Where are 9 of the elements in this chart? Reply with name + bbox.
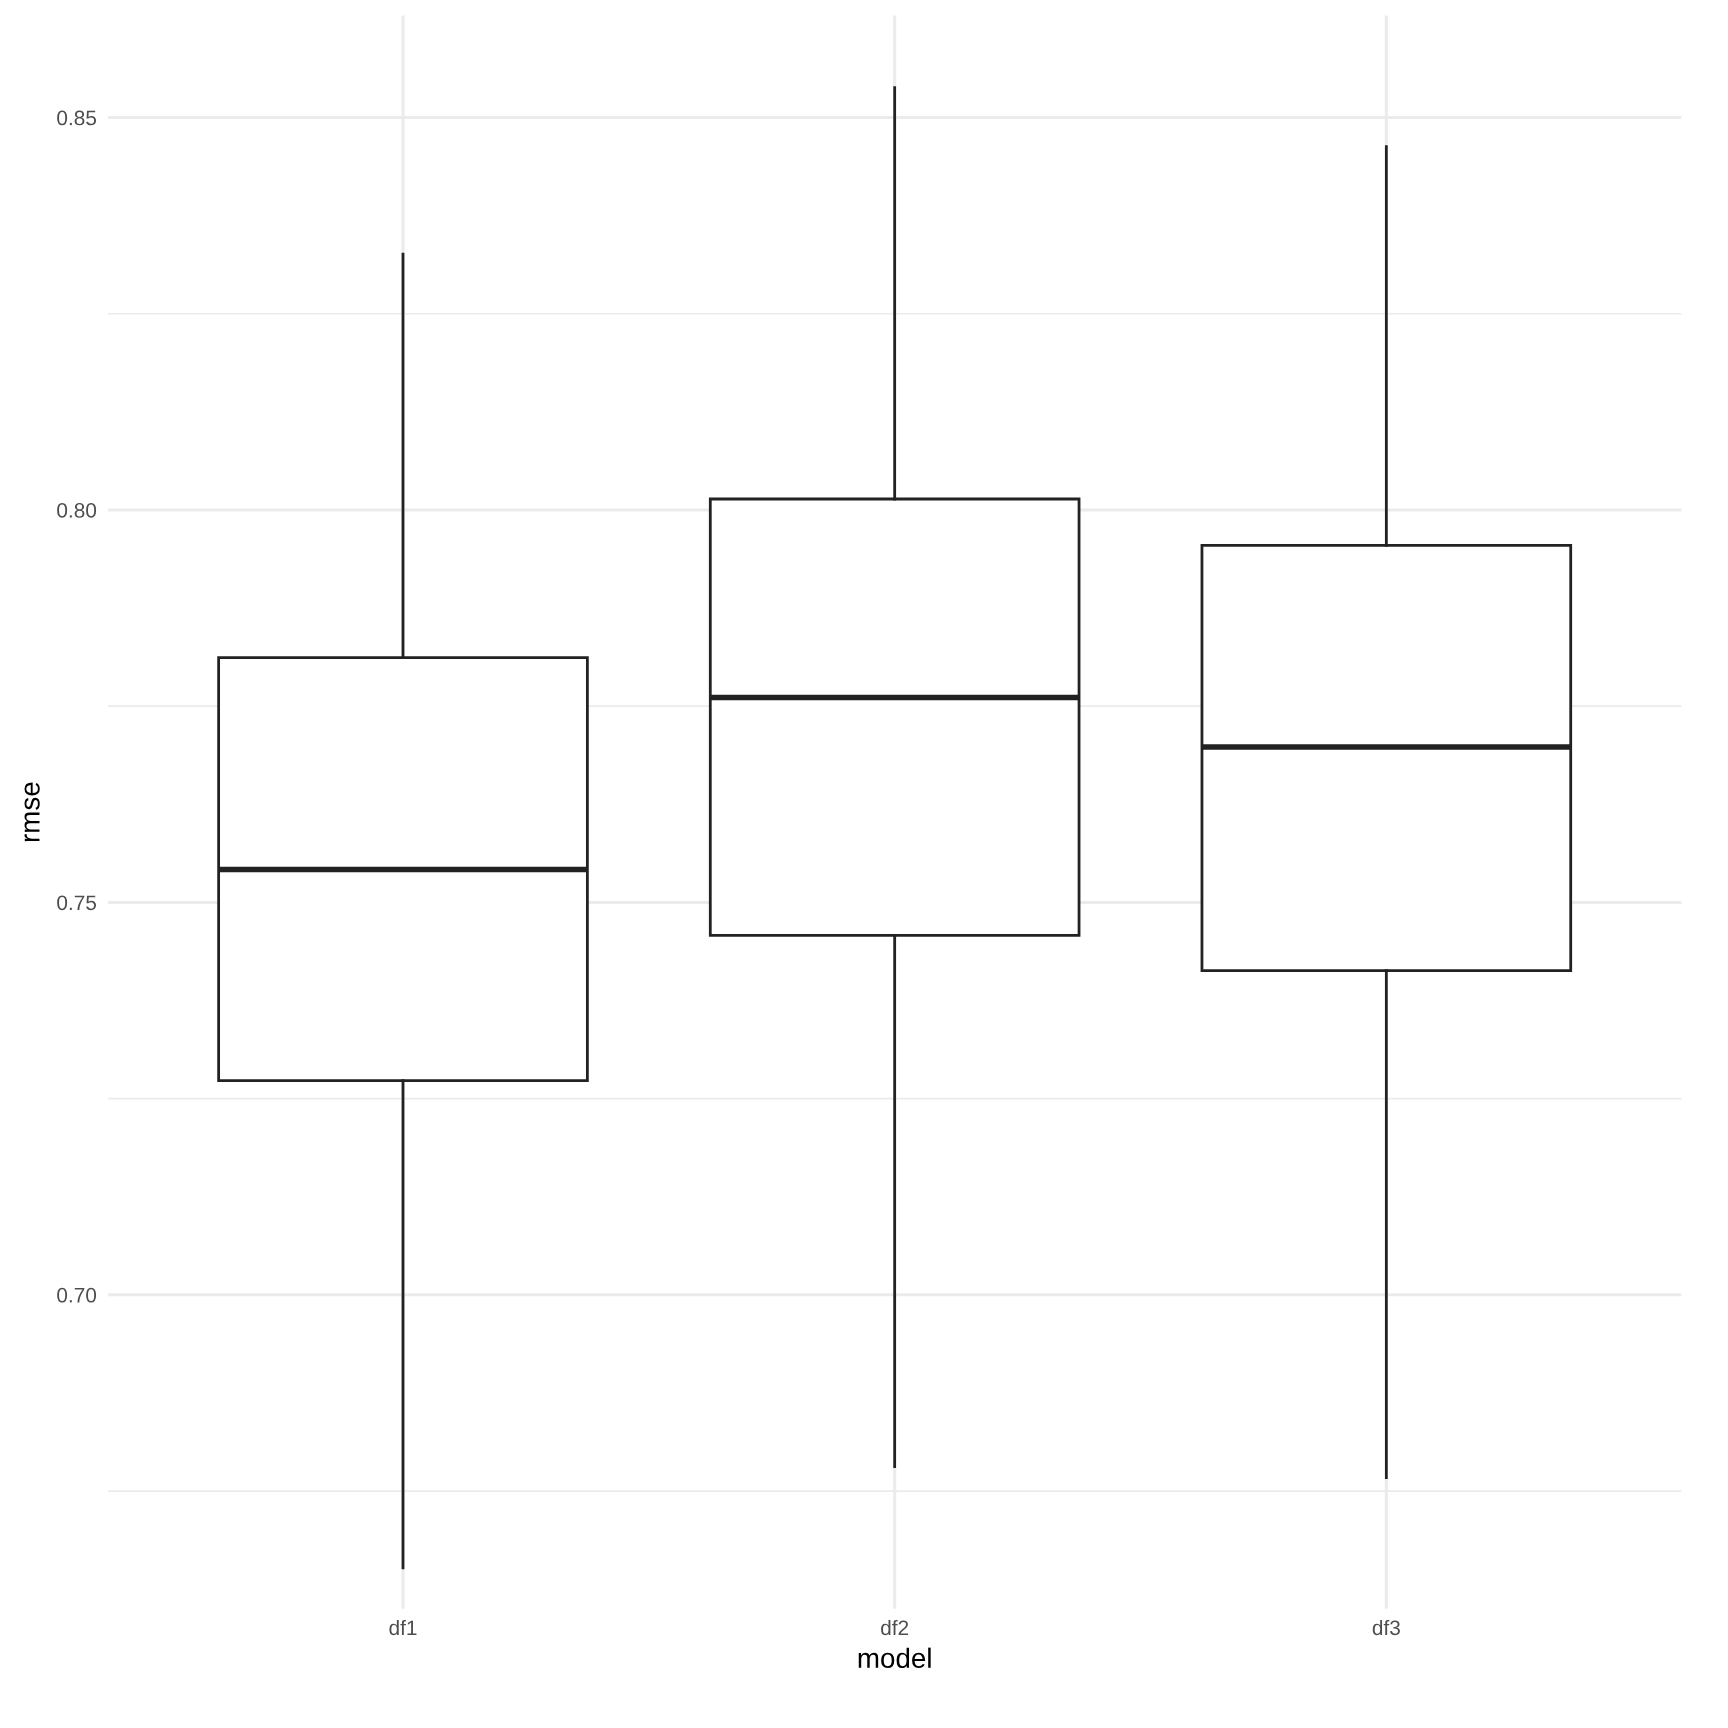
y-tick-label: 0.75: [57, 895, 97, 911]
x-axis-title: model: [858, 1647, 931, 1669]
y-tick-label: 0.85: [57, 110, 97, 126]
y-tick-label: 0.80: [57, 503, 97, 518]
y-axis-title: rmse: [24, 782, 40, 842]
x-tick-label: df2: [881, 1619, 909, 1636]
x-tick-label: df3: [1372, 1619, 1400, 1636]
y-tick-label: 0.70: [57, 1287, 97, 1303]
x-tick-label: df1: [389, 1619, 417, 1636]
